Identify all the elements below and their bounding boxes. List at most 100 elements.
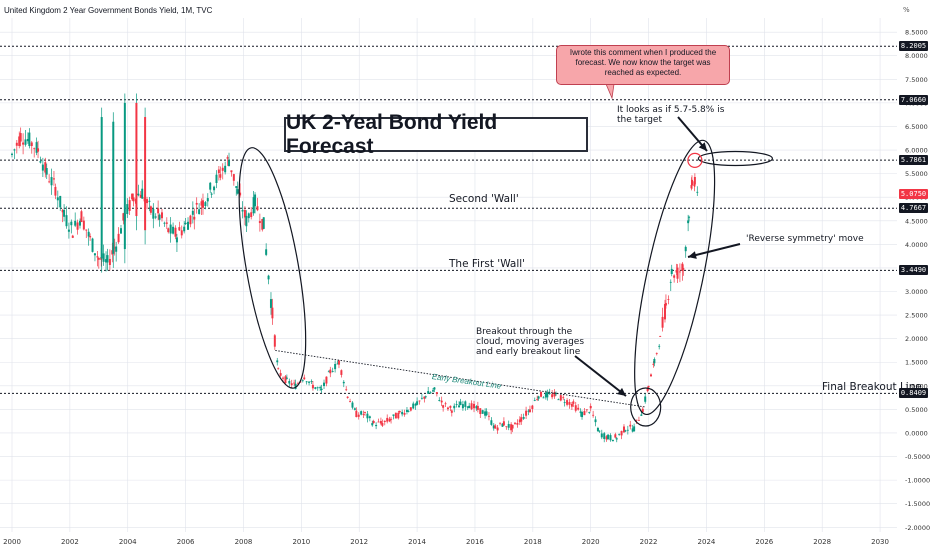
candle-body [237, 189, 239, 193]
candle-body [115, 247, 117, 252]
candle-body [462, 404, 464, 408]
candle-body [512, 425, 514, 429]
candle-body [263, 217, 265, 229]
candle-body [494, 426, 496, 429]
candle-body [609, 435, 611, 440]
candle-body [571, 404, 573, 407]
candle-body [378, 422, 380, 423]
candle-body [360, 411, 362, 414]
candle-body [11, 154, 13, 155]
y-tick-label: 8.5000 [905, 29, 928, 37]
candle-body [271, 308, 273, 319]
x-tick-label: 2026 [755, 538, 773, 546]
candle-body [306, 381, 308, 382]
candle-body [259, 221, 261, 223]
candle-body [245, 216, 247, 226]
candle-body [332, 371, 334, 372]
candle-body [146, 199, 148, 203]
candle-body [92, 239, 94, 252]
y-tick-label: 2.5000 [905, 312, 928, 320]
candle-body [691, 180, 693, 186]
candle-body [536, 399, 538, 400]
candle-body [577, 408, 579, 410]
candle-body [319, 387, 321, 388]
y-tick-label: -1.5000 [905, 500, 930, 508]
candle-body [230, 170, 232, 172]
candle-body [386, 418, 388, 422]
candle-body [623, 427, 625, 433]
candle-body [479, 408, 481, 414]
candle-body [256, 206, 258, 210]
candle-body [648, 386, 650, 387]
x-tick-label: 2020 [582, 538, 600, 546]
candle-body [399, 411, 401, 412]
candle-body [126, 204, 128, 214]
candle-body [347, 397, 349, 398]
candle-body [665, 303, 667, 305]
candle-body [557, 399, 559, 400]
candle-body [397, 413, 399, 418]
candle-body [187, 222, 189, 230]
candle-body [441, 401, 443, 403]
candle-body [529, 409, 531, 412]
candle-body [542, 397, 544, 398]
candle-body [659, 336, 661, 337]
candle-body [46, 168, 48, 175]
candle-body [355, 411, 357, 417]
candle-body [74, 221, 76, 226]
candle-body [42, 165, 44, 171]
price-tag: 4.7667 [899, 203, 928, 213]
candle-body [614, 434, 616, 437]
candle-body [321, 389, 323, 390]
y-tick-label: 0.0000 [905, 429, 928, 437]
candle-body [568, 402, 570, 405]
chart-title: UK 2-Yeal Bond Yield Forecast [284, 117, 588, 152]
candle-body [248, 213, 250, 218]
candle-body [242, 210, 244, 211]
candle-body [83, 221, 85, 230]
candle-body [277, 368, 279, 369]
candle-body [219, 174, 221, 178]
candle-body [343, 382, 345, 383]
candle-body [185, 223, 187, 224]
candle-body [159, 215, 161, 220]
y-tick-label: 4.0000 [905, 241, 928, 249]
candle-body [534, 400, 536, 401]
candle-body [456, 404, 458, 405]
candle-body [358, 415, 360, 417]
candle-body [354, 408, 356, 410]
candle-body [150, 206, 152, 212]
price-tag: 5.7861 [899, 155, 928, 165]
candle-body [458, 405, 460, 407]
candle-body [590, 406, 592, 408]
candle-body [254, 195, 256, 207]
y-tick-label: -0.5000 [905, 453, 930, 461]
candle-body [588, 412, 590, 413]
candle-body [442, 405, 444, 408]
candle-body [312, 385, 314, 388]
candle-body [381, 423, 383, 426]
candle-body [215, 175, 217, 183]
candle-body [508, 424, 510, 428]
candle-body [430, 392, 432, 393]
candle-body [447, 408, 449, 410]
candle-body [325, 377, 327, 384]
candle-body [303, 378, 305, 380]
candle-body [410, 407, 412, 410]
candle-body [551, 394, 553, 397]
candle-body [607, 435, 609, 439]
candle-body [25, 139, 27, 144]
candle-body [166, 222, 168, 223]
candle-body [124, 103, 126, 249]
y-tick-label: 3.0000 [905, 288, 928, 296]
target-annotation: It looks as if 5.7-5.8% is the target [617, 105, 727, 125]
candle-body [338, 361, 340, 365]
candle-body [656, 353, 658, 354]
candle-body [118, 234, 120, 242]
candle-body [650, 374, 652, 376]
candle-body [317, 387, 319, 388]
candle-body [419, 401, 421, 402]
candle-body [520, 417, 522, 421]
x-tick-label: 2014 [408, 538, 426, 546]
candle-body [170, 225, 172, 234]
